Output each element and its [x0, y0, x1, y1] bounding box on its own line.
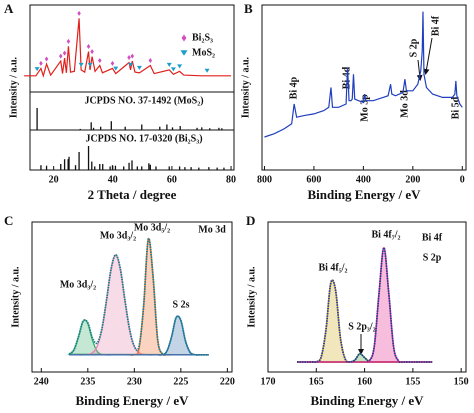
- reference-label: JCPDS NO. 37-1492 (MoS₂): [84, 95, 203, 106]
- peak-marker: [78, 62, 84, 67]
- fit-component: [296, 247, 433, 363]
- x-tick-label: 160: [357, 376, 372, 387]
- peak-label: S 2s: [173, 299, 190, 310]
- x-tick-label: 400: [356, 174, 371, 185]
- peak-label: Bi 4p: [288, 76, 299, 99]
- legend-marker: [181, 34, 187, 42]
- plot-frame: [267, 221, 467, 373]
- x-tick-label: 150: [454, 376, 469, 387]
- peak-marker: [39, 60, 43, 66]
- peak-label: Mo 3d₃/₂: [100, 230, 136, 241]
- peak-marker: [110, 60, 115, 66]
- y-axis-label: Intensity / a.u.: [10, 266, 21, 328]
- x-tick-label: 155: [405, 376, 420, 387]
- arrow: [423, 37, 433, 75]
- peak-label: Mo 3d₅/₂: [134, 222, 170, 233]
- peak-label: S 2p₃/₂: [348, 321, 375, 332]
- x-axis-label: Binding Energy / eV: [75, 393, 189, 408]
- x-axis-label: Binding Energy / eV: [307, 187, 421, 202]
- x-tick-label: 225: [173, 376, 188, 387]
- panel-title: Mo 3d: [198, 224, 226, 235]
- peak-marker: [44, 56, 49, 62]
- peak-label: S 2p: [408, 38, 419, 57]
- peak-marker: [86, 44, 91, 49]
- peak-marker: [204, 68, 210, 73]
- peak-label: Bi 4f₅/₂: [318, 262, 347, 273]
- peak-marker: [113, 66, 119, 71]
- peak-marker: [34, 67, 40, 72]
- x-tick-label: 80: [226, 174, 236, 185]
- peak-marker: [66, 38, 71, 44]
- x-tick-label: 165: [309, 376, 324, 387]
- panel-label: A: [4, 1, 14, 16]
- panel-label: B: [244, 1, 253, 16]
- spectrum-line: [264, 11, 463, 138]
- fit-envelope: [68, 237, 209, 356]
- peak-marker: [130, 53, 135, 59]
- peak-label: Bi 4f₇/₂: [371, 229, 400, 240]
- peak-marker: [58, 53, 63, 59]
- x-tick-label: 60: [167, 174, 177, 185]
- panel-label: C: [4, 213, 13, 228]
- peak-label: Bi 5d: [450, 96, 461, 119]
- reference-label: JCPDS NO. 17-0320 (Bi₂S₃): [85, 133, 202, 144]
- peak-label: Bi 4f: [430, 15, 441, 36]
- peak-marker: [127, 55, 131, 61]
- peak-label: Mo 3p: [359, 94, 370, 122]
- x-tick-label: 600: [306, 174, 321, 185]
- panel-title: S 2p: [423, 252, 442, 263]
- panel-label: D: [246, 213, 255, 228]
- x-axis-label: 2 Theta / degree: [88, 187, 177, 202]
- peak-marker: [77, 10, 81, 16]
- x-tick-label: 800: [257, 174, 272, 185]
- panel-title: Bi 4f: [422, 232, 443, 243]
- peak-marker: [148, 57, 153, 63]
- peak-marker: [87, 62, 93, 67]
- plot-frame: [29, 4, 235, 171]
- peak-label: Mo 3d₃/₂: [60, 279, 96, 290]
- plot-frame: [261, 4, 467, 171]
- peak-marker: [177, 64, 183, 69]
- peak-marker: [98, 57, 102, 63]
- y-axis-label: Intensity / a.u.: [8, 56, 19, 118]
- x-tick-label: 40: [108, 174, 118, 185]
- x-tick-label: 170: [261, 376, 276, 387]
- fit-envelope: [296, 246, 433, 364]
- y-axis-label: Intensity / a.u.: [246, 266, 257, 328]
- peak-marker: [128, 62, 134, 67]
- x-axis-label: Binding Energy / eV: [310, 393, 424, 408]
- x-tick-label: 220: [220, 376, 235, 387]
- legend-marker: [180, 50, 188, 56]
- x-tick-label: 230: [127, 376, 142, 387]
- y-axis-label: Intensity / a.u.: [240, 56, 251, 118]
- peak-label: Mo 3d: [399, 90, 410, 118]
- xrd-pattern: [24, 18, 232, 78]
- plot-frame: [31, 221, 233, 373]
- peak-marker: [62, 50, 67, 56]
- x-tick-label: 240: [34, 376, 49, 387]
- x-tick-label: 20: [49, 174, 59, 185]
- x-tick-label: 200: [405, 174, 420, 185]
- x-tick-label: 0: [460, 174, 465, 185]
- legend-label: Bi₂S₃: [192, 32, 213, 43]
- peak-marker: [170, 67, 176, 72]
- legend-label: MoS₂: [192, 47, 215, 58]
- peak-marker: [136, 65, 142, 70]
- peak-marker: [90, 49, 94, 55]
- x-tick-label: 235: [80, 376, 95, 387]
- peak-marker: [166, 62, 172, 67]
